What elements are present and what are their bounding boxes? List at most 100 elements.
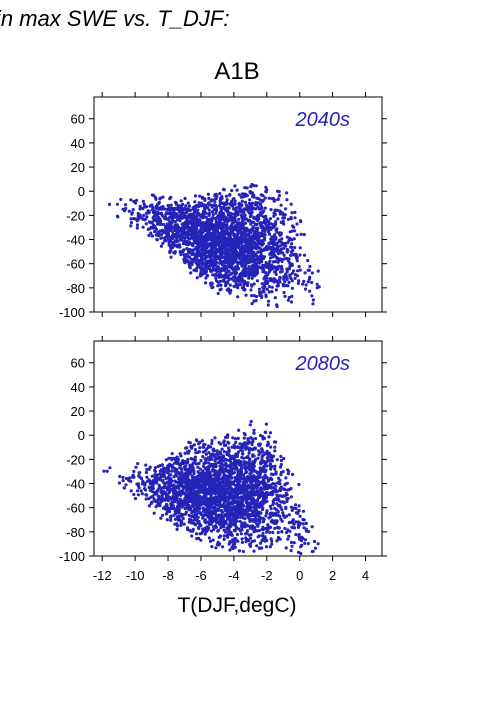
data-point bbox=[294, 503, 298, 507]
data-point bbox=[273, 440, 277, 444]
data-point bbox=[221, 545, 225, 549]
data-point bbox=[292, 225, 296, 229]
data-point bbox=[200, 256, 204, 260]
data-point bbox=[316, 542, 320, 546]
data-point bbox=[136, 462, 140, 466]
data-point bbox=[233, 461, 237, 465]
data-point bbox=[189, 519, 193, 523]
data-point bbox=[262, 285, 266, 289]
data-point bbox=[249, 242, 254, 246]
data-point bbox=[292, 541, 296, 545]
data-point bbox=[275, 498, 279, 502]
data-point bbox=[286, 497, 290, 501]
data-point bbox=[257, 534, 261, 538]
data-point bbox=[206, 255, 210, 259]
data-point bbox=[213, 478, 217, 482]
data-point bbox=[236, 261, 240, 265]
data-point bbox=[198, 502, 202, 507]
data-point bbox=[306, 258, 310, 263]
data-point bbox=[169, 473, 173, 477]
data-point bbox=[283, 280, 287, 284]
data-point bbox=[157, 486, 161, 490]
data-point bbox=[224, 226, 228, 230]
data-point bbox=[228, 265, 232, 269]
data-point bbox=[281, 511, 285, 515]
data-point bbox=[260, 211, 264, 215]
data-point bbox=[173, 517, 177, 521]
data-point bbox=[129, 217, 133, 221]
data-point bbox=[179, 229, 183, 233]
data-point bbox=[263, 451, 268, 455]
data-point bbox=[279, 454, 283, 459]
data-point bbox=[205, 491, 209, 495]
data-point bbox=[245, 466, 249, 470]
data-point bbox=[253, 469, 257, 473]
data-point bbox=[219, 442, 223, 446]
data-point bbox=[268, 251, 272, 256]
data-point bbox=[248, 507, 252, 511]
data-point bbox=[179, 514, 183, 518]
data-point bbox=[285, 277, 289, 281]
data-point bbox=[228, 540, 232, 544]
data-point bbox=[278, 238, 282, 242]
data-point bbox=[206, 265, 210, 269]
data-point bbox=[246, 538, 250, 542]
data-point bbox=[214, 276, 218, 280]
data-point bbox=[259, 231, 264, 235]
data-point bbox=[193, 523, 198, 527]
data-point bbox=[298, 268, 302, 272]
data-point bbox=[204, 281, 208, 285]
data-point bbox=[242, 463, 246, 467]
data-point bbox=[276, 217, 280, 221]
data-point bbox=[184, 204, 188, 208]
data-point bbox=[284, 244, 288, 248]
data-point bbox=[199, 213, 203, 217]
data-point bbox=[229, 256, 233, 260]
data-point bbox=[264, 261, 268, 265]
scenario-title: A1B bbox=[214, 58, 260, 85]
data-point bbox=[129, 479, 133, 483]
data-point bbox=[186, 236, 190, 240]
data-point bbox=[233, 237, 237, 241]
data-point bbox=[248, 542, 252, 546]
data-point bbox=[210, 441, 214, 446]
data-point bbox=[310, 280, 314, 285]
data-point bbox=[222, 275, 226, 279]
data-point bbox=[249, 419, 253, 424]
y-tick-label: 60 bbox=[71, 112, 85, 127]
data-point bbox=[192, 236, 197, 240]
panel-label: 2040s bbox=[295, 109, 351, 131]
data-point bbox=[263, 497, 267, 501]
data-point bbox=[278, 232, 282, 236]
data-point bbox=[315, 286, 319, 290]
data-point bbox=[186, 476, 190, 480]
data-point bbox=[260, 455, 264, 459]
data-point bbox=[214, 208, 219, 212]
data-point bbox=[141, 199, 145, 203]
data-point bbox=[178, 497, 182, 501]
data-point bbox=[186, 225, 190, 229]
data-point bbox=[205, 469, 209, 473]
data-point bbox=[233, 272, 237, 276]
data-point bbox=[216, 540, 220, 544]
data-point bbox=[231, 239, 235, 243]
data-point bbox=[224, 194, 228, 198]
data-point bbox=[242, 477, 246, 481]
data-point bbox=[279, 462, 283, 467]
data-point bbox=[302, 526, 306, 530]
data-point bbox=[268, 462, 273, 466]
data-point bbox=[296, 269, 300, 273]
data-point bbox=[281, 470, 285, 474]
data-point bbox=[244, 255, 248, 259]
data-point bbox=[169, 224, 173, 228]
data-point bbox=[180, 216, 184, 220]
data-point bbox=[179, 471, 183, 475]
data-point bbox=[228, 548, 232, 552]
data-point bbox=[203, 257, 207, 261]
data-point bbox=[197, 442, 201, 446]
data-point bbox=[225, 198, 229, 202]
data-point bbox=[132, 492, 136, 497]
data-point bbox=[158, 469, 162, 473]
data-point bbox=[218, 288, 222, 292]
data-point bbox=[124, 483, 128, 487]
